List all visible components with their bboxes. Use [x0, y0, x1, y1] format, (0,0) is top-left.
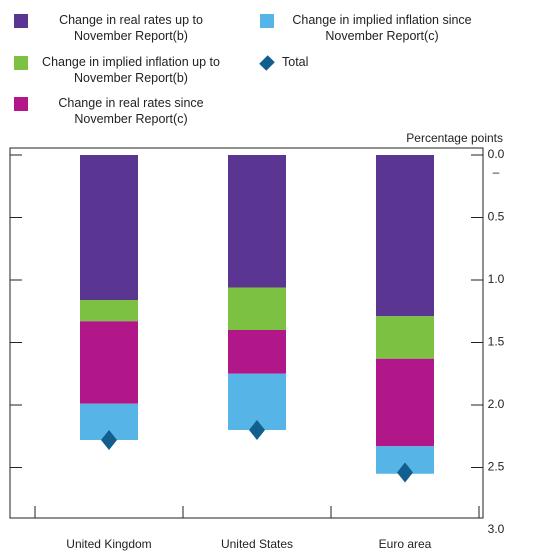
legend-label: Change in implied inflation since Novemb…	[292, 13, 472, 43]
bar-segment	[228, 287, 286, 330]
bar-segment	[376, 358, 434, 447]
legend-label: Change in implied inflation up to Novemb…	[42, 55, 220, 85]
bar-segment	[228, 330, 286, 374]
y-tick-label: 2.0	[488, 397, 505, 411]
y-tick-label: 1.5	[488, 335, 505, 349]
legend-label: Change in real rates since November Repo…	[58, 96, 204, 126]
bar-segment	[80, 155, 138, 300]
y-tick-label: 0.5	[488, 210, 505, 224]
y-tick-label: 3.0	[488, 522, 505, 536]
legend-swatch	[14, 97, 28, 111]
total-marker	[397, 462, 413, 483]
y-tick-label: 2.5	[488, 460, 505, 474]
x-tick-label: United Kingdom	[66, 537, 151, 551]
legend-swatch	[14, 56, 28, 70]
x-tick-label: Euro area	[379, 537, 432, 551]
bar-segment	[376, 316, 434, 359]
total-marker	[101, 430, 117, 450]
bar-segment	[376, 155, 434, 317]
y-tick-label: 0.0	[488, 147, 505, 161]
y-tick-label: 1.0	[488, 272, 505, 286]
plot-frame	[9, 147, 484, 519]
legend-label: Change in real rates up to November Repo…	[59, 13, 203, 43]
total-marker	[249, 420, 265, 440]
legend-swatch	[260, 14, 274, 28]
y-sign-label: –	[493, 165, 500, 179]
bar-segment	[228, 155, 286, 288]
x-tick-label: United States	[221, 537, 293, 551]
legend-label: Total	[282, 55, 309, 69]
bar-segment	[80, 300, 138, 322]
y-axis-label: Percentage points	[406, 131, 503, 145]
legend-swatch	[14, 14, 28, 28]
bar-segment	[80, 321, 138, 404]
